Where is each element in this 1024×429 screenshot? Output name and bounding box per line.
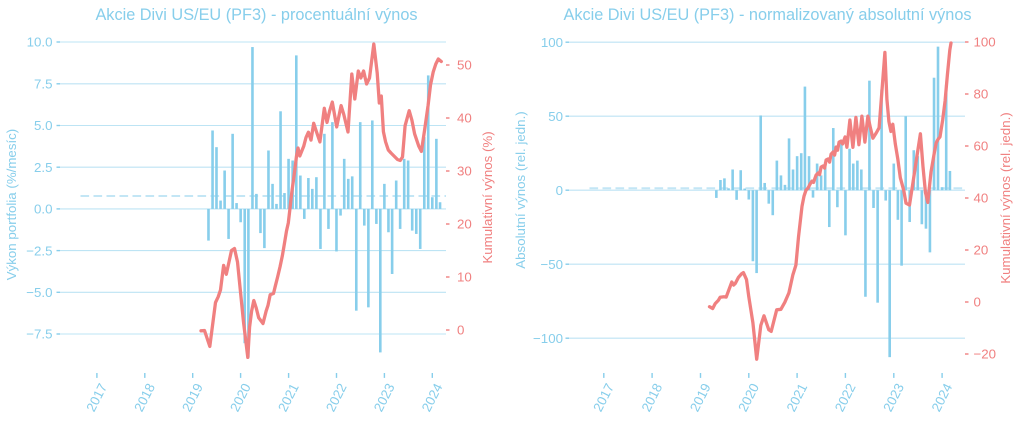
svg-text:30: 30 — [457, 164, 472, 179]
svg-text:50: 50 — [548, 109, 563, 124]
svg-text:Výkon portfolia (%/mesíc): Výkon portfolia (%/mesíc) — [4, 129, 19, 281]
svg-text:40: 40 — [457, 111, 472, 126]
svg-text:Akcie Divi US/EU (PF3) - norma: Akcie Divi US/EU (PF3) - normalizovaný a… — [563, 6, 971, 24]
svg-text:5.0: 5.0 — [34, 118, 53, 133]
svg-text:−50: −50 — [540, 257, 563, 272]
svg-text:−20: −20 — [974, 347, 997, 362]
svg-text:Kumulativní výnos (rel. jedn.): Kumulativní výnos (rel. jedn.) — [998, 112, 1013, 283]
svg-text:Akcie Divi US/EU (PF3) - proce: Akcie Divi US/EU (PF3) - procentuální vý… — [95, 6, 417, 24]
svg-text:2.5: 2.5 — [34, 160, 53, 175]
svg-text:40: 40 — [974, 191, 989, 206]
svg-text:10.0: 10.0 — [27, 35, 53, 50]
svg-text:50: 50 — [457, 58, 472, 73]
svg-text:−100: −100 — [533, 331, 563, 346]
svg-text:Kumulativní výnos (%): Kumulativní výnos (%) — [480, 131, 495, 263]
svg-text:Absolutní výnos (rel. jedn.): Absolutní výnos (rel. jedn.) — [513, 111, 528, 268]
svg-text:−7.5: −7.5 — [26, 327, 52, 342]
svg-text:20: 20 — [457, 217, 472, 232]
svg-text:100: 100 — [974, 35, 996, 50]
svg-text:10: 10 — [457, 270, 472, 285]
svg-text:80: 80 — [974, 87, 989, 102]
svg-text:0.0: 0.0 — [34, 202, 53, 217]
svg-text:0: 0 — [457, 323, 464, 338]
svg-text:−5.0: −5.0 — [26, 285, 52, 300]
svg-text:100: 100 — [541, 35, 563, 50]
svg-text:0: 0 — [974, 295, 981, 310]
svg-text:7.5: 7.5 — [34, 77, 53, 92]
svg-text:0: 0 — [556, 183, 563, 198]
svg-text:20: 20 — [974, 243, 989, 258]
svg-text:60: 60 — [974, 139, 989, 154]
svg-text:−2.5: −2.5 — [26, 243, 52, 258]
